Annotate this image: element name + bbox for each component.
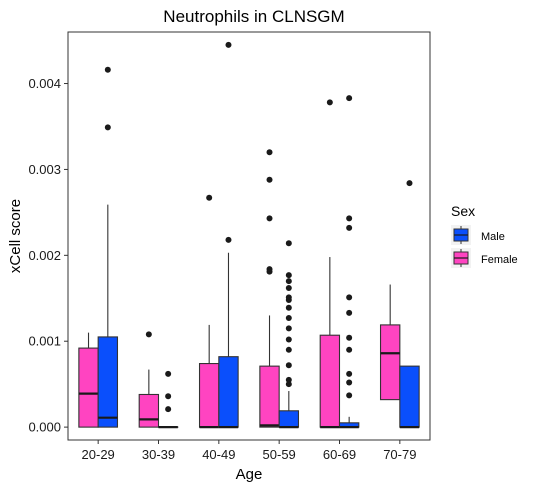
chart-marks (78, 41, 420, 429)
legend: Sex Male Female (451, 203, 518, 268)
outlier-point (266, 149, 273, 156)
x-tick-label: 60-69 (323, 447, 356, 462)
outlier-point (285, 294, 292, 301)
box-body (399, 365, 420, 428)
outlier-point (104, 66, 111, 73)
outlier-point (285, 381, 292, 388)
outlier-point (165, 393, 172, 400)
chart-title: Neutrophils in CLNSGM (163, 7, 344, 26)
x-tick-label: 40-49 (202, 447, 235, 462)
outlier-point (285, 336, 292, 343)
outlier-point (346, 294, 353, 301)
outlier-point (285, 362, 292, 369)
plot-panel (67, 31, 431, 441)
outlier-point (406, 180, 413, 187)
outlier-point (285, 315, 292, 322)
outlier-point (285, 278, 292, 285)
box-female-60-69 (319, 99, 341, 429)
y-tick-label: 0.001 (28, 334, 61, 349)
y-tick-label: 0.000 (28, 420, 61, 435)
x-tick-label: 50-59 (263, 447, 296, 462)
outlier-point (104, 124, 111, 131)
box-female-30-39 (138, 331, 160, 428)
outlier-point (285, 346, 292, 353)
outlier-point (266, 176, 273, 183)
box-body (78, 347, 99, 428)
box-body (218, 356, 239, 428)
legend-label-female: Female (481, 254, 518, 266)
outlier-point (346, 392, 353, 399)
outlier-point (346, 215, 353, 222)
x-tick-label: 30-39 (142, 447, 175, 462)
x-axis: 20-29 30-39 40-49 50-59 60-69 70-79 (82, 440, 416, 462)
legend-title: Sex (451, 203, 475, 219)
box-female-50-59 (259, 149, 280, 428)
outlier-point (346, 379, 353, 386)
outlier-point (285, 272, 292, 279)
box-male-30-39 (157, 370, 179, 429)
box-female-70-79 (379, 284, 401, 401)
box-body (97, 336, 119, 428)
legend-label-male: Male (481, 231, 505, 243)
box-male-60-69 (338, 95, 360, 429)
box-female-40-49 (198, 194, 220, 429)
outlier-point (346, 309, 353, 316)
box-body (259, 365, 280, 428)
x-tick-label: 20-29 (82, 447, 115, 462)
outlier-point (285, 304, 292, 311)
x-tick-label: 70-79 (383, 447, 416, 462)
outlier-point (285, 240, 292, 247)
y-tick-label: 0.002 (28, 248, 61, 263)
box-body (138, 393, 160, 428)
outlier-point (266, 215, 273, 222)
box-body (198, 363, 220, 428)
box-body (379, 324, 401, 401)
outlier-point (346, 95, 353, 102)
box-male-50-59 (278, 240, 300, 429)
box-body (278, 410, 300, 428)
outlier-point (225, 236, 232, 243)
y-axis: 0.000 0.001 0.002 0.003 0.004 (28, 76, 68, 435)
legend-key-female (453, 249, 469, 267)
box-female-20-29 (78, 332, 99, 428)
outlier-point (346, 346, 353, 353)
outlier-point (225, 41, 232, 48)
outlier-point (165, 370, 172, 377)
y-tick-label: 0.003 (28, 162, 61, 177)
y-axis-title: xCell score (7, 199, 24, 273)
outlier-point (346, 224, 353, 231)
outlier-point (326, 99, 333, 106)
box-male-70-79 (399, 180, 420, 429)
outlier-point (145, 331, 152, 338)
outlier-point (346, 334, 353, 341)
box-body (319, 334, 341, 428)
legend-key-male (453, 226, 469, 244)
box-male-40-49 (218, 41, 239, 429)
outlier-point (285, 376, 292, 383)
outlier-point (285, 325, 292, 332)
outlier-point (346, 370, 353, 377)
y-tick-label: 0.004 (28, 76, 61, 91)
outlier-point (285, 284, 292, 291)
outlier-point (165, 406, 172, 413)
outlier-point (266, 266, 273, 273)
box-male-20-29 (97, 66, 119, 428)
x-axis-title: Age (236, 466, 263, 483)
outlier-point (206, 194, 213, 201)
